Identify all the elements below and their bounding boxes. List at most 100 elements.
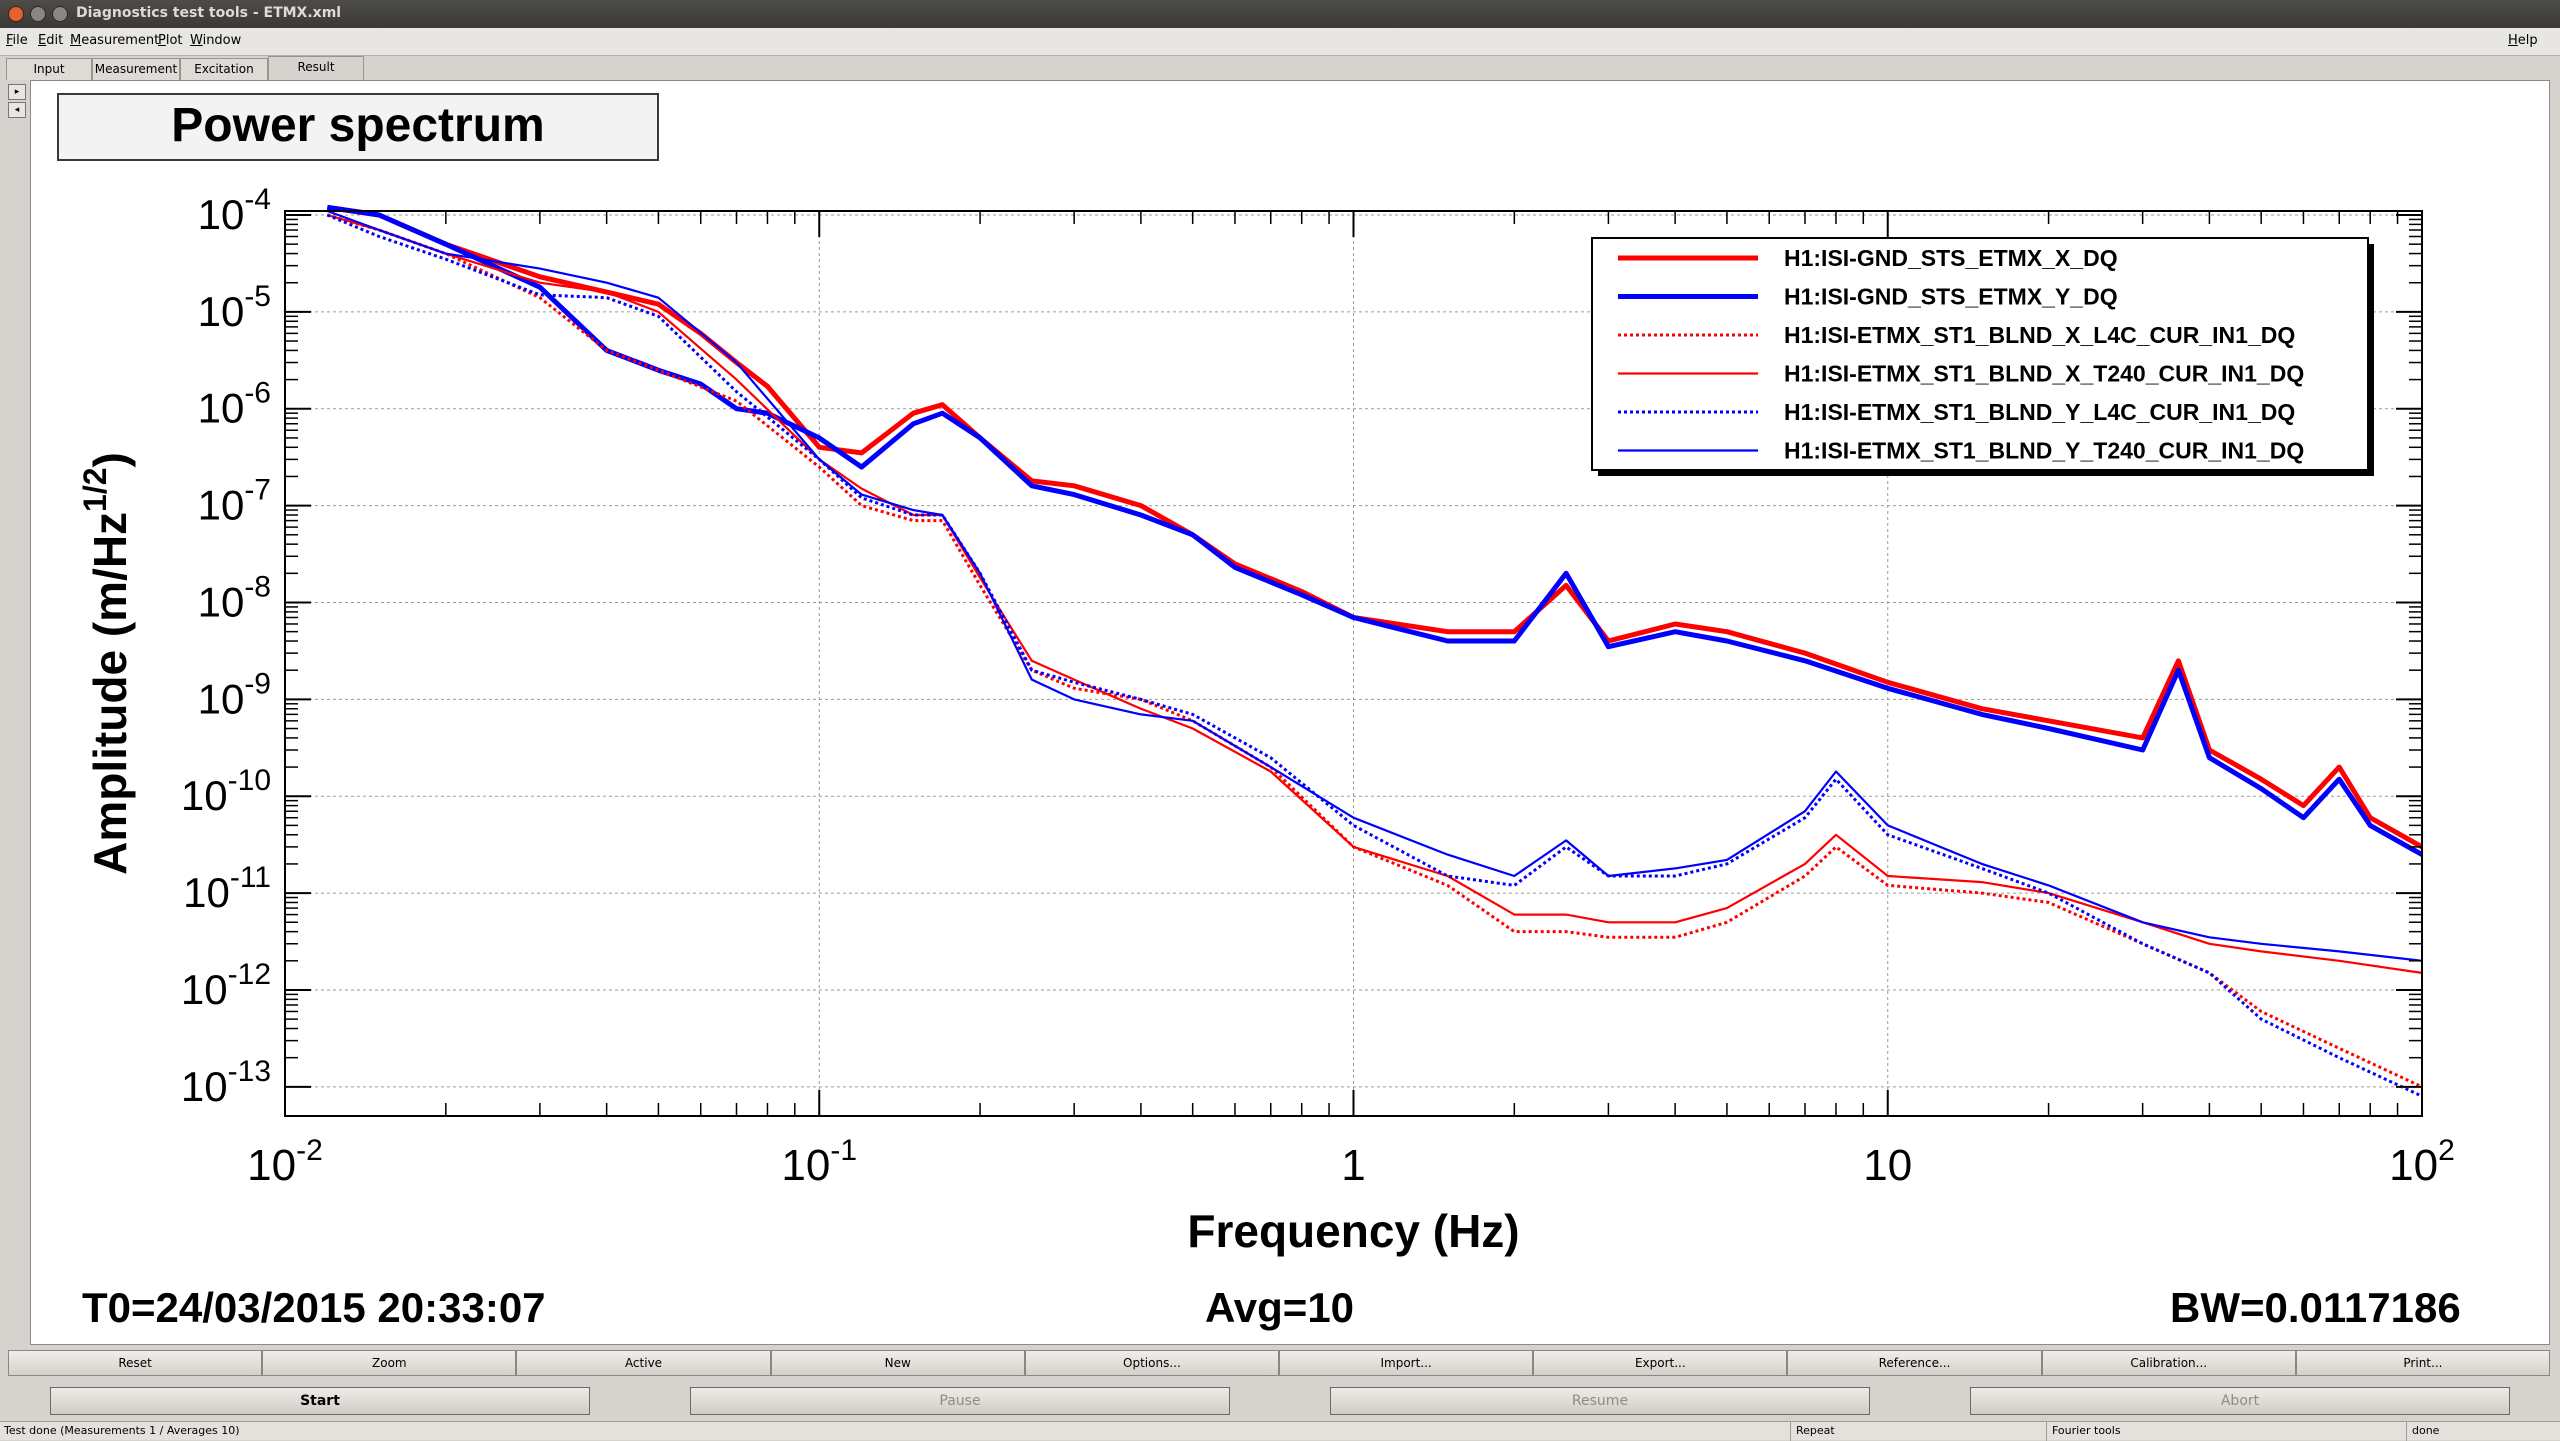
arrow-left-icon[interactable]: ◂	[8, 102, 26, 118]
y-tick-base: 10	[198, 482, 245, 529]
y-tick-label: 10-13	[181, 1055, 271, 1110]
y-tick-base: 10	[181, 772, 228, 819]
tab-measurement[interactable]: Measurement	[92, 58, 180, 80]
plot-traces	[326, 204, 2424, 1098]
print-button[interactable]: Print...	[2295, 1350, 2551, 1376]
y-tick-exp: -4	[244, 183, 271, 216]
tick-labels: 10-2 10-1 1 10 10210-410-510-610-710-810-910…	[181, 183, 2455, 1190]
y-tick-exp: -5	[244, 280, 271, 313]
tab-input[interactable]: Input	[6, 58, 92, 80]
x-tick-base: 10	[247, 1141, 296, 1190]
export-button[interactable]: Export...	[1533, 1350, 1788, 1376]
y-tick-exp: -10	[228, 764, 271, 797]
y-tick-label: 10-6	[198, 377, 271, 432]
abort-button[interactable]: Abort	[1970, 1387, 2510, 1415]
menu-measurement[interactable]: Measurement	[70, 33, 160, 48]
x-tick-base: 1	[1341, 1141, 1365, 1190]
reference-button[interactable]: Reference...	[1787, 1350, 2042, 1376]
y-tick-exp: -13	[228, 1055, 271, 1088]
menu-edit[interactable]: Edit	[38, 33, 64, 48]
legend-entry: H1:ISI-ETMX_ST1_BLND_Y_L4C_CUR_IN1_DQ	[1784, 399, 2295, 425]
y-tick-base: 10	[181, 1063, 228, 1110]
new-button[interactable]: New	[770, 1350, 1025, 1376]
tab-result[interactable]: Result	[268, 56, 364, 80]
y-tick-label: 10-4	[198, 183, 271, 238]
menu-help[interactable]: Help	[2508, 33, 2538, 48]
maximize-icon[interactable]	[52, 6, 68, 22]
y-tick-label: 10-11	[183, 861, 271, 916]
close-icon[interactable]	[8, 6, 24, 22]
tab-bar: Input Measurement Excitation Result	[0, 56, 2560, 80]
y-tick-label: 10-7	[198, 474, 271, 529]
averages: Avg=10	[1205, 1284, 1355, 1331]
tab-excitation[interactable]: Excitation	[180, 58, 268, 80]
arrow-right-icon[interactable]: ▸	[8, 84, 26, 100]
menu-window[interactable]: Window	[190, 33, 242, 48]
y-label-exp: 1/2	[77, 467, 113, 511]
plot-toolbar: Reset Zoom Active New Options... Import.…	[8, 1350, 2551, 1376]
x-tick-label: 102	[2389, 1134, 2455, 1190]
x-tick-base: 10	[2389, 1141, 2438, 1190]
plot-grid	[285, 211, 2422, 1116]
status-repeat: Repeat	[1796, 1424, 1835, 1437]
options-button[interactable]: Options...	[1024, 1350, 1280, 1376]
status-tool: Fourier tools	[2052, 1424, 2121, 1437]
bandwidth: BW=0.0117186	[2170, 1284, 2461, 1331]
x-tick-exp: -2	[296, 1134, 323, 1167]
pause-button[interactable]: Pause	[690, 1387, 1230, 1415]
y-tick-exp: -8	[244, 570, 271, 603]
y-tick-base: 10	[183, 869, 230, 916]
window-titlebar: Diagnostics test tools - ETMX.xml	[0, 0, 2560, 28]
y-tick-exp: -12	[228, 958, 271, 991]
y-tick-label: 10-8	[198, 570, 271, 625]
start-button[interactable]: Start	[50, 1387, 590, 1415]
y-tick-base: 10	[198, 578, 245, 625]
status-message: Test done (Measurements 1 / Averages 10)	[4, 1424, 240, 1437]
x-tick-label: 10	[1863, 1141, 1912, 1190]
zoom-button[interactable]: Zoom	[262, 1350, 517, 1376]
legend-entry: H1:ISI-ETMX_ST1_BLND_Y_T240_CUR_IN1_DQ	[1784, 438, 2304, 464]
x-tick-label: 10-2	[247, 1134, 323, 1190]
calibration-button[interactable]: Calibration...	[2041, 1350, 2296, 1376]
menu-plot[interactable]: Plot	[158, 33, 183, 48]
y-tick-exp: -7	[244, 474, 271, 507]
minimize-icon[interactable]	[30, 6, 46, 22]
x-axis-label: Frequency (Hz)	[1187, 1205, 1519, 1257]
legend: H1:ISI-GND_STS_ETMX_X_DQ H1:ISI-GND_STS_E…	[1591, 237, 2374, 476]
plot-ticks	[284, 211, 2423, 1116]
status-bar: Test done (Measurements 1 / Averages 10)…	[0, 1421, 2560, 1441]
resume-button[interactable]: Resume	[1330, 1387, 1870, 1415]
plot-title: Power spectrum	[57, 93, 659, 161]
legend-entry: H1:ISI-GND_STS_ETMX_X_DQ	[1784, 245, 2118, 271]
y-label-main: Amplitude (m/Hz	[84, 512, 136, 875]
y-tick-exp: -6	[244, 377, 271, 410]
x-tick-base: 10	[1863, 1141, 1912, 1190]
legend-box	[1591, 237, 2369, 471]
y-tick-base: 10	[198, 385, 245, 432]
x-tick-exp: 2	[2438, 1134, 2455, 1167]
active-button[interactable]: Active	[516, 1350, 771, 1376]
start-time: T0=24/03/2015 20:33:07	[82, 1284, 546, 1331]
y-tick-label: 10-9	[198, 667, 271, 722]
y-label-close: )	[84, 452, 136, 467]
measurement-controls: Start Pause Resume Abort	[0, 1387, 2560, 1417]
x-tick-label: 1	[1341, 1141, 1365, 1190]
legend-entry: H1:ISI-ETMX_ST1_BLND_X_T240_CUR_IN1_DQ	[1784, 361, 2304, 387]
status-state: done	[2412, 1424, 2440, 1437]
series-line-3	[326, 213, 2423, 974]
y-axis-label: Amplitude (m/Hz1/2)	[77, 452, 136, 875]
y-tick-base: 10	[198, 191, 245, 238]
import-button[interactable]: Import...	[1279, 1350, 1534, 1376]
y-tick-base: 10	[181, 966, 228, 1013]
y-tick-label: 10-12	[181, 958, 271, 1013]
reset-button[interactable]: Reset	[8, 1350, 263, 1376]
y-tick-label: 10-10	[181, 764, 271, 819]
y-tick-base: 10	[198, 675, 245, 722]
window-title: Diagnostics test tools - ETMX.xml	[76, 5, 342, 21]
y-tick-exp: -11	[230, 861, 271, 894]
x-tick-base: 10	[781, 1141, 830, 1190]
x-tick-label: 10-1	[781, 1134, 857, 1190]
pad-selector: ▸ ◂	[8, 84, 28, 120]
menu-file[interactable]: File	[6, 33, 28, 48]
